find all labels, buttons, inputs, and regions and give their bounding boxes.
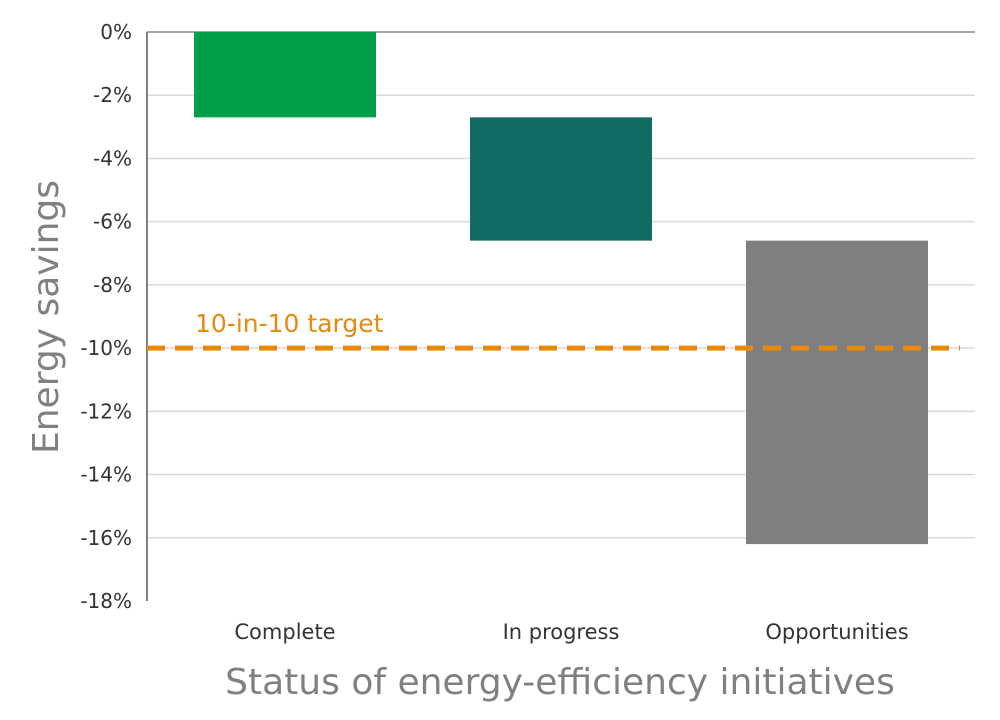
bar-opportunities — [746, 240, 928, 545]
x-axis-title: Status of energy-efficiency initiatives — [225, 662, 895, 703]
y-tick-label: -2% — [93, 83, 132, 107]
bar-in-progress — [470, 117, 652, 241]
target-label: 10-in-10 target — [195, 309, 384, 338]
y-axis-title: Energy savings — [26, 180, 67, 454]
y-tick-label: -6% — [93, 210, 132, 234]
x-category-label: Opportunities — [765, 620, 908, 644]
y-tick-label: -18% — [80, 589, 132, 613]
y-tick-label: -14% — [80, 463, 132, 487]
y-tick-label: 0% — [100, 20, 132, 44]
x-category-label: In progress — [503, 620, 620, 644]
y-tick-label: -10% — [80, 336, 132, 360]
y-tick-label: -16% — [80, 526, 132, 550]
y-tick-label: -12% — [80, 399, 132, 423]
y-tick-labels: 0% -2% -4% -6% -8% -10% -12% -14% -16% -18% — [80, 20, 132, 613]
y-tick-label: -4% — [93, 146, 132, 170]
x-category-labels: Complete In progress Opportunities — [234, 620, 908, 644]
x-category-label: Complete — [234, 620, 335, 644]
y-tick-label: -8% — [93, 273, 132, 297]
bars — [194, 32, 928, 545]
bar-complete — [194, 32, 376, 118]
